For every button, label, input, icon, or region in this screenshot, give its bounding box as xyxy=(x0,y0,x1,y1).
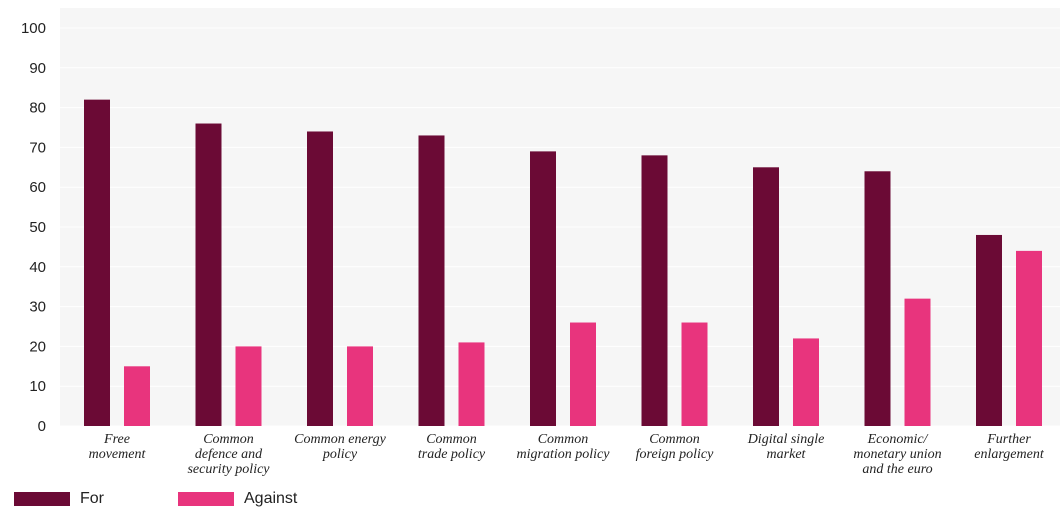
gridlines xyxy=(60,27,1060,427)
plot-background xyxy=(60,8,1060,426)
legend-item-for: For xyxy=(14,490,104,508)
x-category-label: Common trade policy xyxy=(418,432,486,462)
bar-against xyxy=(1016,250,1042,426)
bar-against xyxy=(124,366,150,426)
bar-against xyxy=(347,346,373,426)
bar-for xyxy=(84,99,110,426)
x-category-label: Further enlargement xyxy=(974,432,1045,462)
x-category-label: Common migration policy xyxy=(517,432,611,462)
bar-for xyxy=(307,131,333,427)
bar-against xyxy=(904,298,931,426)
legend-swatch-for xyxy=(14,492,70,506)
bar-for xyxy=(418,135,445,426)
bars xyxy=(84,99,1042,427)
bar-for xyxy=(976,234,1002,426)
y-tick-label: 100 xyxy=(21,20,46,37)
y-tick-label: 60 xyxy=(29,179,46,196)
legend: For Against xyxy=(14,488,297,510)
bar-for xyxy=(753,167,779,427)
y-axis-tick-labels: 0 10 20 30 40 50 60 70 80 90 100 xyxy=(21,20,46,435)
bar-against xyxy=(793,338,819,426)
legend-item-against: Against xyxy=(178,490,297,508)
y-tick-label: 80 xyxy=(29,100,46,117)
legend-label-for: For xyxy=(80,490,104,507)
legend-swatch-against xyxy=(178,492,234,506)
y-tick-label: 90 xyxy=(29,60,46,77)
bar-for xyxy=(530,151,556,426)
bar-for xyxy=(864,171,891,426)
bar-against xyxy=(570,322,596,426)
y-tick-label: 70 xyxy=(29,139,46,156)
y-tick-label: 50 xyxy=(29,219,46,236)
y-tick-label: 20 xyxy=(29,338,46,355)
x-category-label: Free movement xyxy=(89,432,147,462)
bar-for xyxy=(195,123,222,427)
x-category-label: Digital single market xyxy=(747,432,825,462)
bar-against xyxy=(458,342,485,426)
bar-against xyxy=(235,346,262,426)
x-category-label: Common energy policy xyxy=(294,432,386,462)
x-category-label: Common foreign policy xyxy=(636,432,714,462)
y-tick-label: 40 xyxy=(29,259,46,276)
x-category-label: Economic/monetary union and the euro xyxy=(853,432,941,477)
x-category-label: Common defence and security policy xyxy=(187,432,270,477)
bar-for xyxy=(641,155,668,427)
y-tick-label: 10 xyxy=(29,378,46,395)
x-axis-category-labels: Free movement Common defence and security po… xyxy=(89,432,1045,477)
legend-label-against: Against xyxy=(244,490,298,507)
y-tick-label: 30 xyxy=(29,299,46,316)
bar-against xyxy=(681,322,708,426)
y-tick-label: 0 xyxy=(38,418,46,435)
